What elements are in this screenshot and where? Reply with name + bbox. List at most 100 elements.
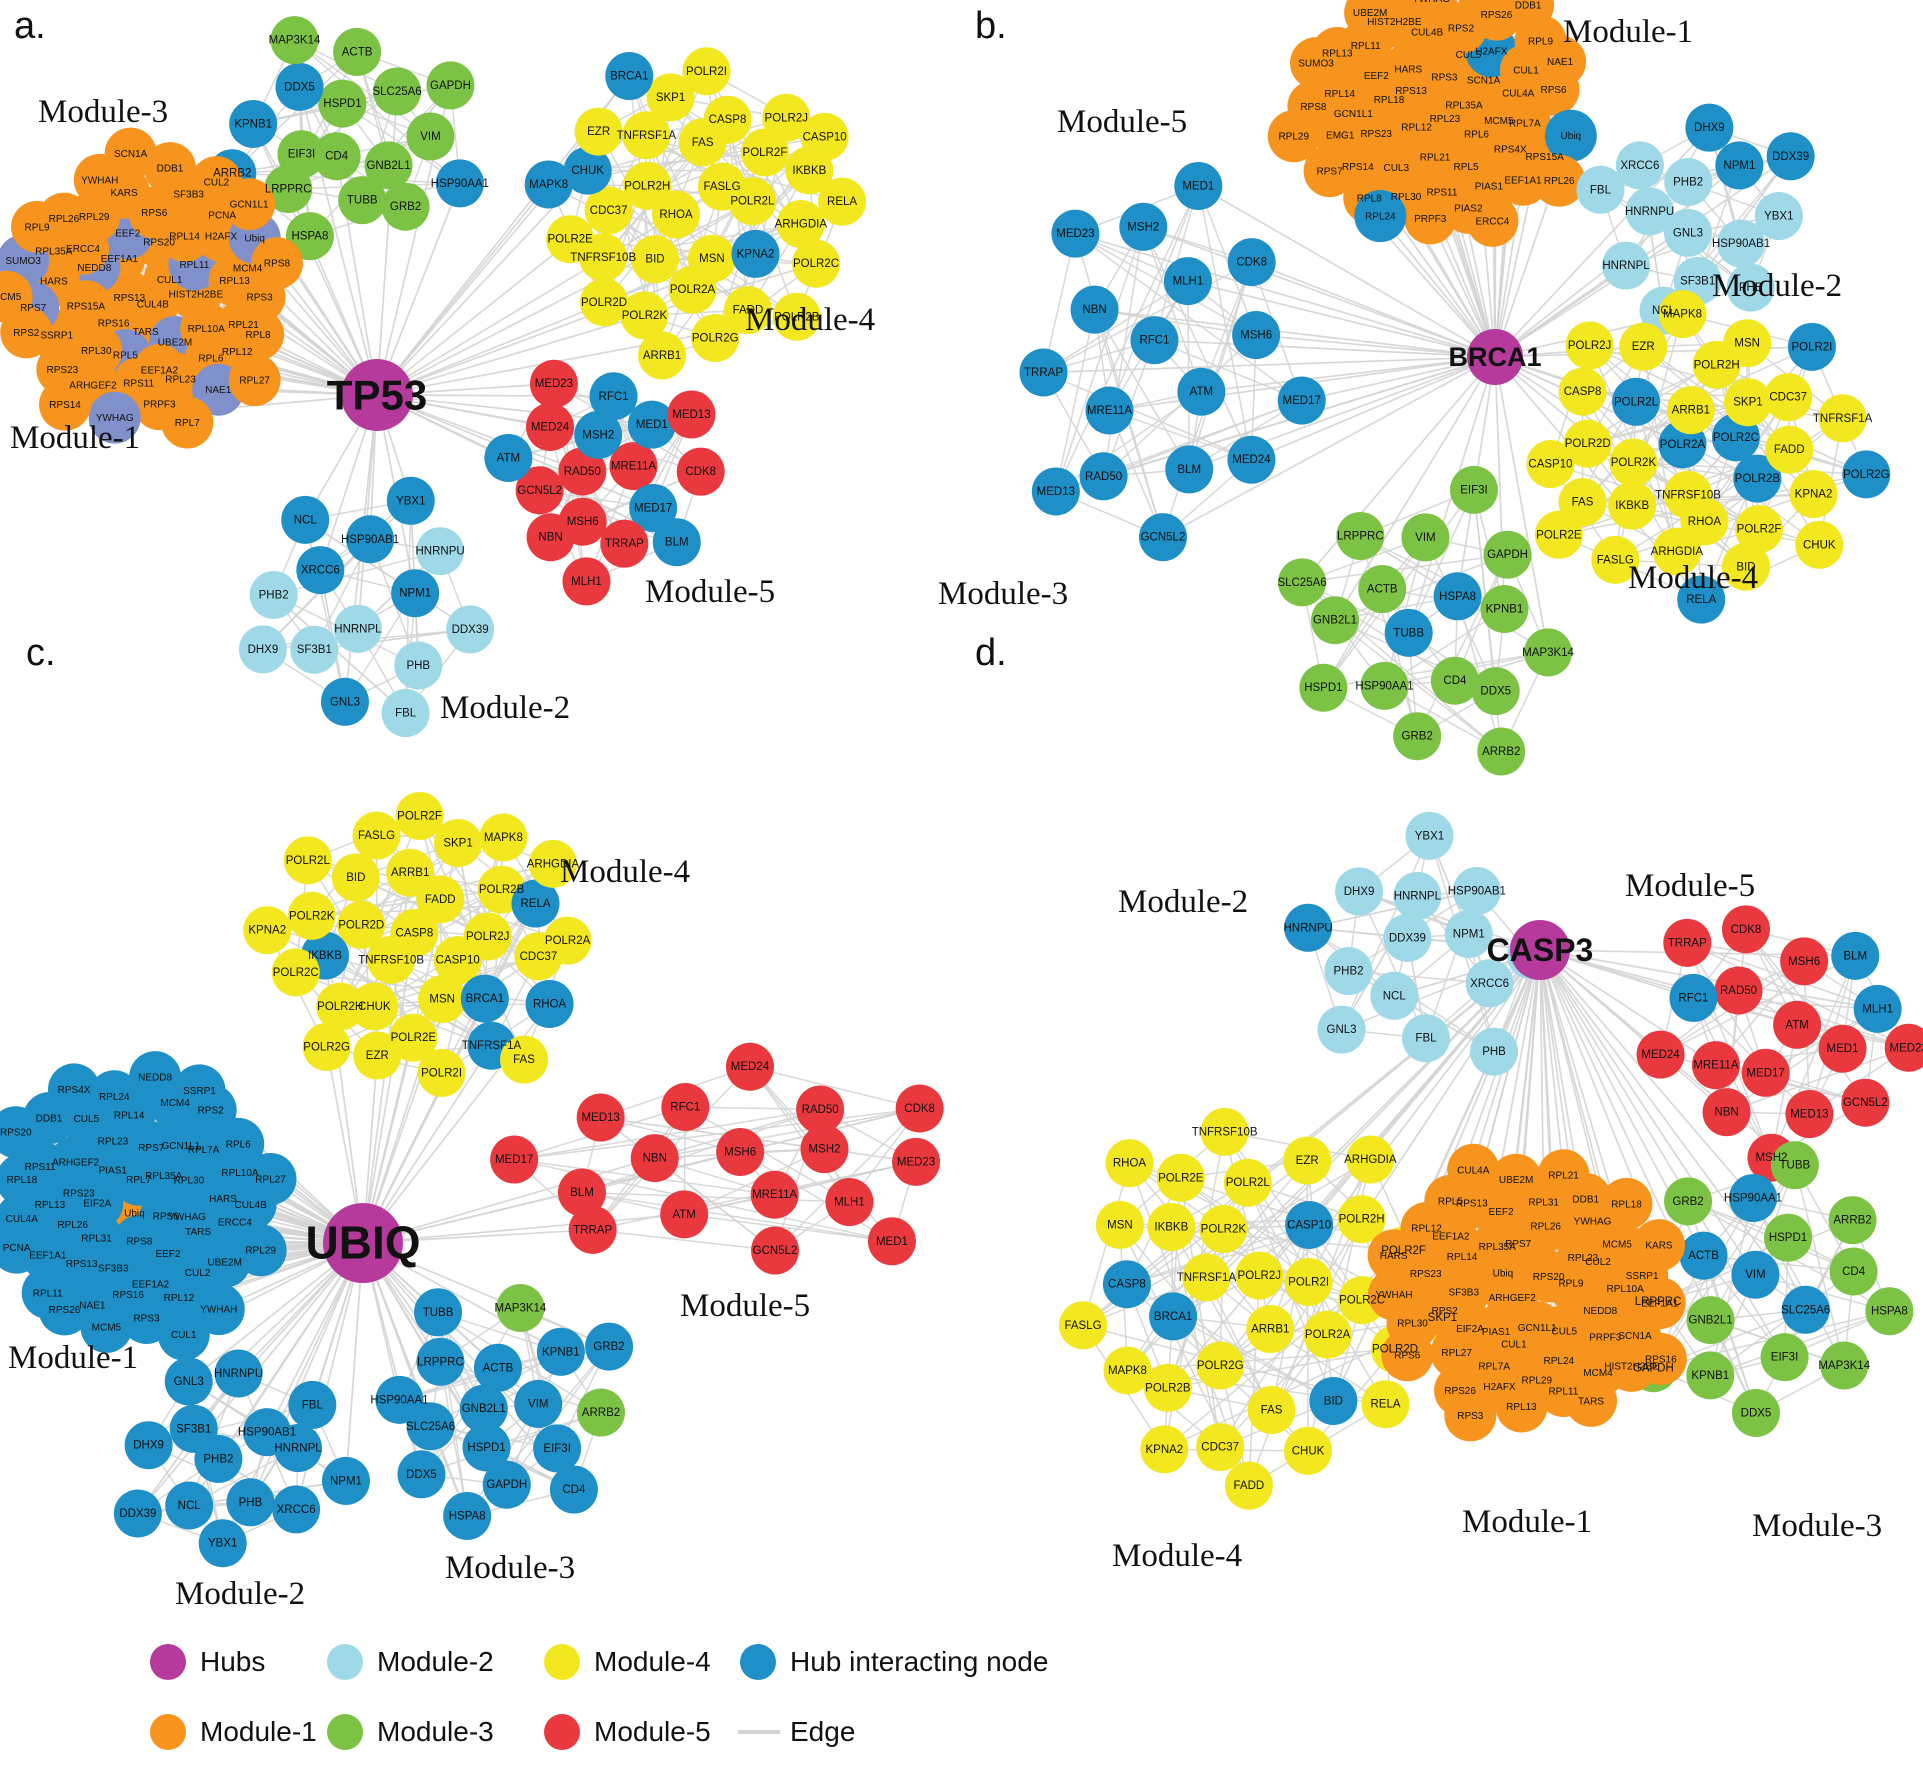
node-POLR2E: [546, 215, 595, 264]
edge: [273, 550, 441, 596]
node-RPL8: [232, 308, 285, 361]
edge: [362, 932, 416, 1244]
module-label-module-2: Module-2: [440, 690, 570, 726]
module-label-module-1: Module-1: [10, 420, 140, 456]
edge: [1745, 928, 1844, 1050]
node-MAP3K14: [1820, 1341, 1869, 1390]
node-MAP3K14: [496, 1283, 545, 1332]
node-POLR2F: [395, 791, 444, 840]
node-KARS: [1375, 0, 1417, 10]
node-POLR2G: [1842, 450, 1891, 499]
node-BID: [1721, 542, 1770, 591]
edge: [1109, 409, 1252, 461]
edge: [1102, 226, 1145, 477]
module-label-module-3: Module-3: [938, 576, 1068, 612]
node-GCN5L2: [751, 1226, 800, 1275]
edge: [1381, 588, 1418, 737]
node-NPM1: [321, 1456, 370, 1505]
module-label-module-4: Module-4: [745, 302, 875, 338]
node-MED17: [1277, 376, 1326, 425]
node-POLR2H: [316, 982, 365, 1031]
node-MLH1: [1853, 984, 1902, 1033]
node-EEF1A1: [1633, 1277, 1686, 1330]
node-RAD50: [558, 447, 607, 496]
node-NBN: [526, 513, 575, 562]
node-CDC37: [1764, 373, 1813, 422]
edge: [1301, 356, 1496, 402]
edge: [1128, 1162, 1271, 1330]
node-FADD: [1765, 425, 1814, 474]
node-MED13: [576, 1093, 625, 1142]
node-XRCC6: [1615, 141, 1664, 190]
node-POLR2H: [623, 161, 672, 210]
edge: [1539, 949, 1757, 1276]
node-KPNB1: [1480, 585, 1529, 634]
node-BID: [331, 853, 380, 902]
edge: [1197, 185, 1253, 460]
edge: [1539, 949, 1754, 1199]
edge: [1494, 232, 1689, 358]
node-YBX1: [386, 476, 435, 525]
node-MSH2: [574, 410, 623, 459]
node-PHB: [1470, 1027, 1519, 1076]
edge: [1251, 356, 1496, 461]
node-FADD: [723, 286, 772, 335]
node-RPL18: [1600, 1177, 1653, 1230]
node-TRRAP: [600, 519, 649, 568]
node-NAE1: [1534, 35, 1587, 88]
node-FAS: [1247, 1386, 1296, 1435]
legend-swatch-hub: [150, 1644, 186, 1680]
node-MAPK8: [524, 160, 573, 209]
node-RFC1: [661, 1083, 710, 1132]
edge: [1108, 185, 1200, 411]
node-RPL24: [1354, 190, 1407, 243]
edge: [1055, 309, 1096, 492]
node-SLC25A6: [373, 67, 422, 116]
edge: [1726, 1008, 1879, 1113]
node-HSPA8: [1433, 572, 1482, 621]
node-ARRB2: [576, 1388, 625, 1437]
node-FBL: [381, 689, 430, 738]
node-TNFRSF1A: [1182, 1253, 1231, 1302]
node-KPNB1: [229, 99, 278, 148]
edge: [670, 96, 802, 225]
node-HSPD1: [462, 1423, 511, 1472]
module-label-module-1: Module-1: [1563, 14, 1693, 50]
node-RPL9: [11, 200, 64, 253]
node-POLR2J: [1565, 321, 1614, 370]
node-RAD50: [796, 1085, 845, 1134]
node-DHX9: [124, 1421, 173, 1470]
edge: [1197, 185, 1496, 358]
node-HNRNPL: [1393, 871, 1442, 920]
edge: [1539, 949, 1717, 1066]
panel-letter: c.: [26, 632, 56, 674]
node-DDX39: [446, 605, 495, 654]
node-MAPK8: [1103, 1346, 1152, 1395]
node-ARRB1: [386, 848, 435, 897]
node-HSPD1: [1299, 663, 1348, 712]
node-KPNB1: [536, 1327, 585, 1376]
legend-label: Module-5: [594, 1716, 711, 1747]
legend-swatch-m1: [150, 1714, 186, 1750]
node-POLR2I: [417, 1048, 466, 1097]
node-VIM: [406, 112, 455, 161]
node-CD4: [549, 1465, 598, 1514]
edge: [1494, 179, 1524, 358]
node-MED23: [1884, 1023, 1923, 1072]
node-TARS: [1458, 0, 1508, 17]
node-MSN: [1723, 319, 1772, 368]
node-BID: [631, 235, 680, 284]
edge: [1642, 346, 1790, 451]
node-MED13: [1785, 1090, 1834, 1139]
node-CHUK: [350, 982, 399, 1031]
node-POLR2J: [762, 93, 811, 142]
node-FASLG: [1058, 1301, 1107, 1350]
node-POLR2C: [792, 239, 841, 288]
edge: [249, 1242, 364, 1503]
node-EZR: [1283, 1136, 1332, 1185]
node-HSP90AA1: [435, 159, 484, 208]
node-ERCC4: [1466, 194, 1519, 247]
node-EZR: [1619, 322, 1668, 371]
edge: [581, 1108, 821, 1194]
